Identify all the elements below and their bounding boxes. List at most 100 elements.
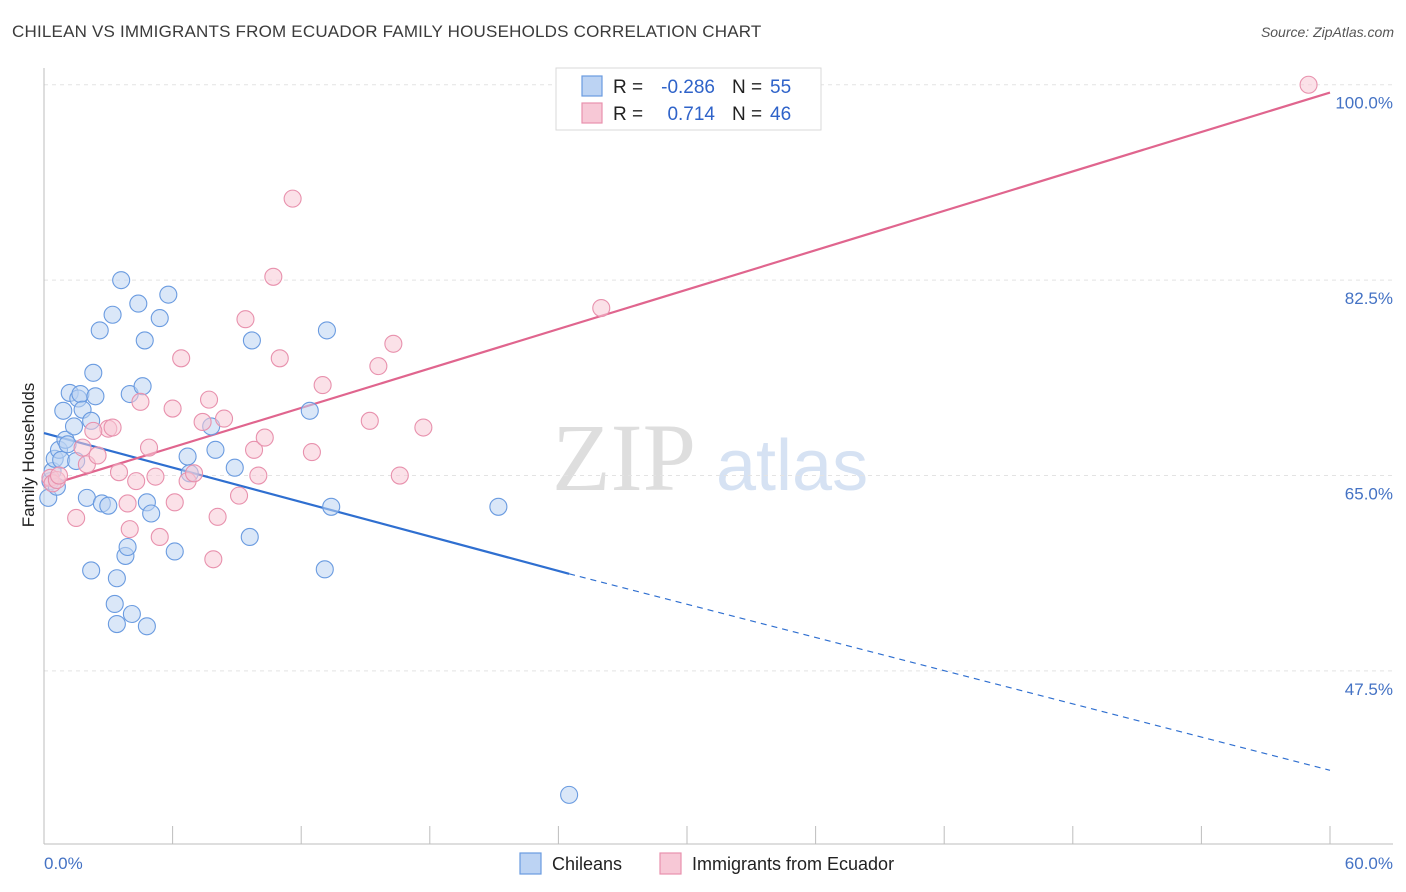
point-s0-45: [225, 458, 244, 477]
gridlines: [44, 84, 1393, 672]
point-s1-4: [67, 508, 86, 528]
point-s1-35: [283, 189, 302, 208]
legend-swatch-ecuador: [581, 102, 603, 124]
point-s1-45: [84, 421, 103, 440]
point-s1-26: [208, 507, 227, 526]
series-legend: Chileans Immigrants from Ecuador: [519, 852, 894, 875]
point-s0-40: [165, 542, 184, 561]
point-s0-46: [240, 527, 259, 546]
watermark-zip: ZIP: [552, 404, 696, 511]
stats-legend: R = -0.286 N = 55 R = 0.714 N = 46: [555, 67, 822, 131]
point-s1-17: [150, 527, 169, 546]
point-s0-36: [137, 617, 156, 636]
point-s1-20: [172, 349, 191, 368]
y-tick-label-2: 82.5%: [1345, 289, 1393, 308]
point-s0-32: [129, 294, 148, 313]
point-s1-14: [131, 392, 150, 411]
point-s1-28: [229, 486, 249, 505]
point-s0-18: [86, 387, 105, 406]
point-s0-48: [300, 401, 319, 420]
point-s1-15: [139, 438, 159, 457]
legend-r-label-1: R =: [613, 77, 643, 98]
point-s1-3: [49, 466, 69, 485]
point-s0-50: [322, 497, 341, 516]
point-s1-33: [264, 267, 283, 286]
legend-swatch-chileans: [581, 75, 603, 97]
point-s0-6: [54, 401, 73, 420]
point-s0-23: [82, 561, 101, 580]
point-s1-43: [592, 299, 611, 318]
point-s0-29: [118, 537, 137, 557]
point-s0-37: [142, 504, 161, 523]
point-s1-11: [118, 494, 137, 513]
axes: [43, 68, 1393, 845]
point-s1-25: [204, 550, 223, 569]
watermark: ZIP atlas: [552, 404, 868, 511]
point-s0-51: [315, 560, 334, 579]
point-s1-38: [360, 411, 379, 430]
point-s1-30: [244, 440, 264, 459]
chart-source: Source: ZipAtlas.com: [1260, 24, 1394, 40]
point-s0-17: [84, 363, 103, 382]
point-s1-27: [214, 409, 234, 428]
point-s1-23: [193, 412, 212, 431]
point-s1-18: [163, 399, 182, 418]
trend-line-1: [43, 91, 1331, 488]
legend-r-value-2: 0.714: [667, 104, 715, 125]
point-s1-9: [103, 418, 122, 437]
y-tick-label-1: 65.0%: [1345, 485, 1393, 504]
point-s1-16: [146, 467, 165, 486]
y-tick-labels: 47.5% 65.0% 82.5% 100.0%: [1335, 94, 1393, 699]
point-s0-8: [58, 435, 77, 454]
point-s0-21: [99, 496, 118, 515]
point-s1-37: [313, 376, 332, 395]
y-tick-label-0: 47.5%: [1345, 680, 1393, 699]
point-s0-34: [135, 331, 154, 350]
point-s0-52: [489, 497, 508, 516]
point-s1-22: [184, 464, 204, 483]
point-s1-19: [165, 493, 184, 512]
point-s1-36: [302, 443, 321, 462]
trend-lines: [43, 91, 1331, 771]
point-s0-24: [107, 569, 126, 588]
point-s0-25: [105, 594, 124, 613]
point-s1-34: [270, 349, 289, 368]
bottom-legend-label-chileans: Chileans: [552, 854, 622, 874]
point-s1-13: [127, 472, 146, 491]
point-s1-29: [236, 310, 255, 329]
point-s0-44: [206, 440, 225, 459]
bottom-legend-swatch-ecuador: [659, 852, 682, 875]
point-s0-53: [560, 785, 579, 804]
point-s0-27: [112, 271, 131, 290]
legend-n-value-1: 55: [770, 77, 791, 98]
point-s0-47: [242, 331, 261, 350]
point-s1-41: [390, 466, 409, 485]
point-s1-5: [73, 438, 92, 457]
point-s1-42: [414, 418, 433, 437]
legend-r-label-2: R =: [613, 104, 643, 125]
point-s0-41: [178, 447, 197, 466]
point-s0-38: [150, 309, 169, 328]
point-s0-13: [71, 384, 90, 404]
point-s0-33: [133, 377, 152, 396]
legend-n-value-2: 46: [770, 104, 791, 125]
point-s1-44: [1299, 75, 1318, 94]
data-points: [39, 75, 1318, 804]
watermark-atlas: atlas: [716, 426, 868, 506]
x-tick-label-max: 60.0%: [1345, 854, 1393, 873]
x-tick-label-min: 0.0%: [44, 854, 83, 873]
point-s1-32: [255, 428, 274, 447]
legend-n-label-2: N =: [732, 104, 762, 125]
point-s0-22: [103, 305, 122, 324]
bottom-legend-swatch-chileans: [519, 852, 542, 875]
bottom-legend-label-ecuador: Immigrants from Ecuador: [692, 854, 894, 874]
point-s1-39: [369, 357, 388, 376]
point-s0-26: [107, 614, 126, 634]
point-s0-10: [64, 417, 84, 436]
point-s1-24: [199, 390, 219, 409]
chart-title: CHILEAN VS IMMIGRANTS FROM ECUADOR FAMIL…: [12, 22, 762, 41]
y-tick-label-3: 100.0%: [1335, 94, 1393, 113]
point-s0-5: [52, 450, 71, 469]
point-s0-31: [122, 604, 141, 624]
